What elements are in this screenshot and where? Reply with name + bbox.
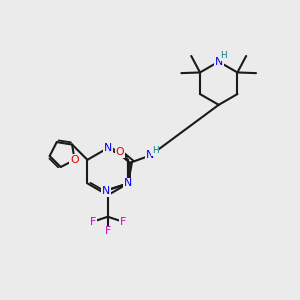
Text: F: F xyxy=(119,217,126,226)
Text: H: H xyxy=(220,51,227,60)
Text: O: O xyxy=(70,155,79,165)
Text: H: H xyxy=(152,146,159,155)
Text: F: F xyxy=(105,226,111,236)
Text: N: N xyxy=(124,178,132,188)
Text: F: F xyxy=(90,217,96,226)
Text: O: O xyxy=(116,147,124,157)
Text: N: N xyxy=(104,143,112,153)
Text: N: N xyxy=(146,150,154,161)
Text: N: N xyxy=(214,57,223,67)
Text: N: N xyxy=(102,186,110,196)
